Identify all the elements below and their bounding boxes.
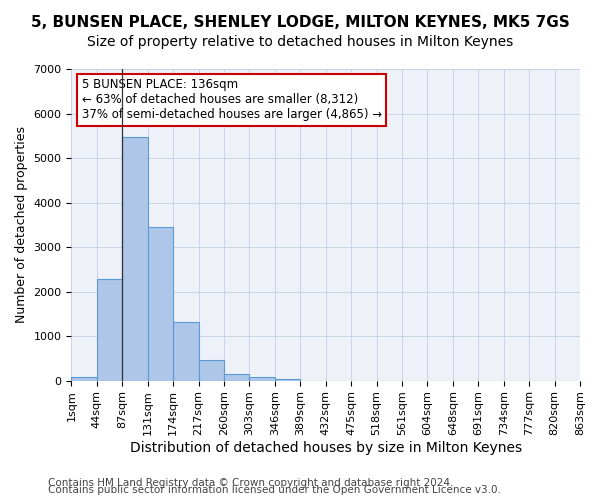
Bar (224, 374, 250, 380)
X-axis label: Distribution of detached houses by size in Milton Keynes: Distribution of detached houses by size … (130, 441, 522, 455)
Bar (148, 228, 173, 380)
Text: Contains HM Land Registry data © Crown copyright and database right 2024.: Contains HM Land Registry data © Crown c… (48, 478, 454, 488)
Bar (275, 378, 300, 380)
Bar (199, 360, 224, 380)
Bar (250, 377, 275, 380)
Text: 5, BUNSEN PLACE, SHENLEY LODGE, MILTON KEYNES, MK5 7GS: 5, BUNSEN PLACE, SHENLEY LODGE, MILTON K… (31, 15, 569, 30)
Y-axis label: Number of detached properties: Number of detached properties (15, 126, 28, 324)
Text: Size of property relative to detached houses in Milton Keynes: Size of property relative to detached ho… (87, 35, 513, 49)
Bar (173, 322, 199, 380)
Bar (122, 136, 148, 380)
Bar (97, 279, 122, 380)
Text: 5 BUNSEN PLACE: 136sqm
← 63% of detached houses are smaller (8,312)
37% of semi-: 5 BUNSEN PLACE: 136sqm ← 63% of detached… (82, 78, 382, 122)
Bar (71, 378, 97, 380)
Text: Contains public sector information licensed under the Open Government Licence v3: Contains public sector information licen… (48, 485, 501, 495)
